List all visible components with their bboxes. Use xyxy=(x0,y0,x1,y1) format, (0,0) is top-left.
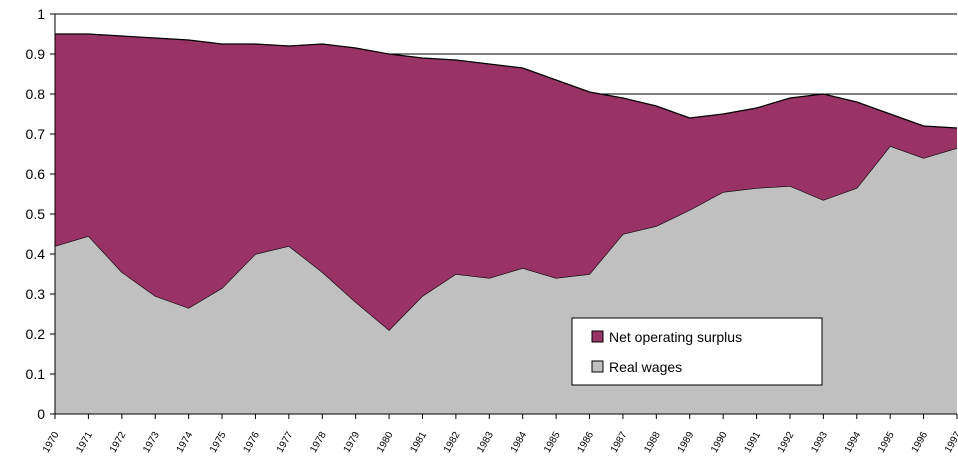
legend-swatch xyxy=(591,330,604,343)
y-tick-label: 0.8 xyxy=(26,86,46,102)
x-tick-label: 1991 xyxy=(743,430,764,455)
x-tick-label: 1997 xyxy=(943,430,958,455)
x-tick-label: 1979 xyxy=(342,430,363,455)
x-tick-label: 1986 xyxy=(575,430,596,455)
x-tick-label: 1993 xyxy=(809,430,830,455)
x-tick-label: 1988 xyxy=(642,430,663,455)
x-tick-label: 1972 xyxy=(108,430,129,455)
y-tick-label: 0.4 xyxy=(26,246,46,262)
x-tick-label: 1990 xyxy=(709,430,730,455)
legend-swatch xyxy=(591,360,604,373)
x-tick-label: 1982 xyxy=(442,430,463,455)
x-tick-label: 1989 xyxy=(676,430,697,455)
x-tick-label: 1976 xyxy=(241,430,262,455)
y-tick-label: 0.9 xyxy=(26,46,46,62)
x-tick-label: 1981 xyxy=(408,430,429,455)
y-tick-label: 0 xyxy=(37,406,45,422)
x-tick-label: 1970 xyxy=(41,430,62,455)
x-tick-label: 1992 xyxy=(776,430,797,455)
x-tick-label: 1984 xyxy=(509,430,530,455)
x-tick-label: 1977 xyxy=(275,430,296,455)
x-tick-label: 1974 xyxy=(175,430,196,455)
x-tick-label: 1987 xyxy=(609,430,630,455)
y-tick-label: 1 xyxy=(37,6,45,22)
x-tick-label: 1980 xyxy=(375,430,396,455)
y-tick-label: 0.1 xyxy=(26,366,46,382)
area-edge xyxy=(54,145,958,331)
y-tick-label: 0.2 xyxy=(26,326,46,342)
y-tick-label: 0.7 xyxy=(26,126,46,142)
x-tick-label: 1996 xyxy=(910,430,931,455)
x-tick-label: 1985 xyxy=(542,430,563,455)
x-tick-label: 1978 xyxy=(308,430,329,455)
legend-label: Net operating surplus xyxy=(609,329,742,345)
area xyxy=(55,34,957,330)
x-tick-label: 1971 xyxy=(74,430,95,455)
x-tick-label: 1975 xyxy=(208,430,229,455)
y-tick-label: 0.3 xyxy=(26,286,46,302)
y-tick-label: 0.5 xyxy=(26,206,46,222)
legend-box xyxy=(571,317,823,386)
x-tick-label: 1983 xyxy=(475,430,496,455)
area-edge xyxy=(55,33,958,129)
legend-label: Real wages xyxy=(609,359,682,375)
y-tick-label: 0.6 xyxy=(26,166,46,182)
legend: Net operating surplus Real wages xyxy=(571,317,823,386)
x-tick-label: 1994 xyxy=(843,430,864,455)
x-tick-label: 1995 xyxy=(876,430,897,455)
x-tick-label: 1973 xyxy=(141,430,162,455)
